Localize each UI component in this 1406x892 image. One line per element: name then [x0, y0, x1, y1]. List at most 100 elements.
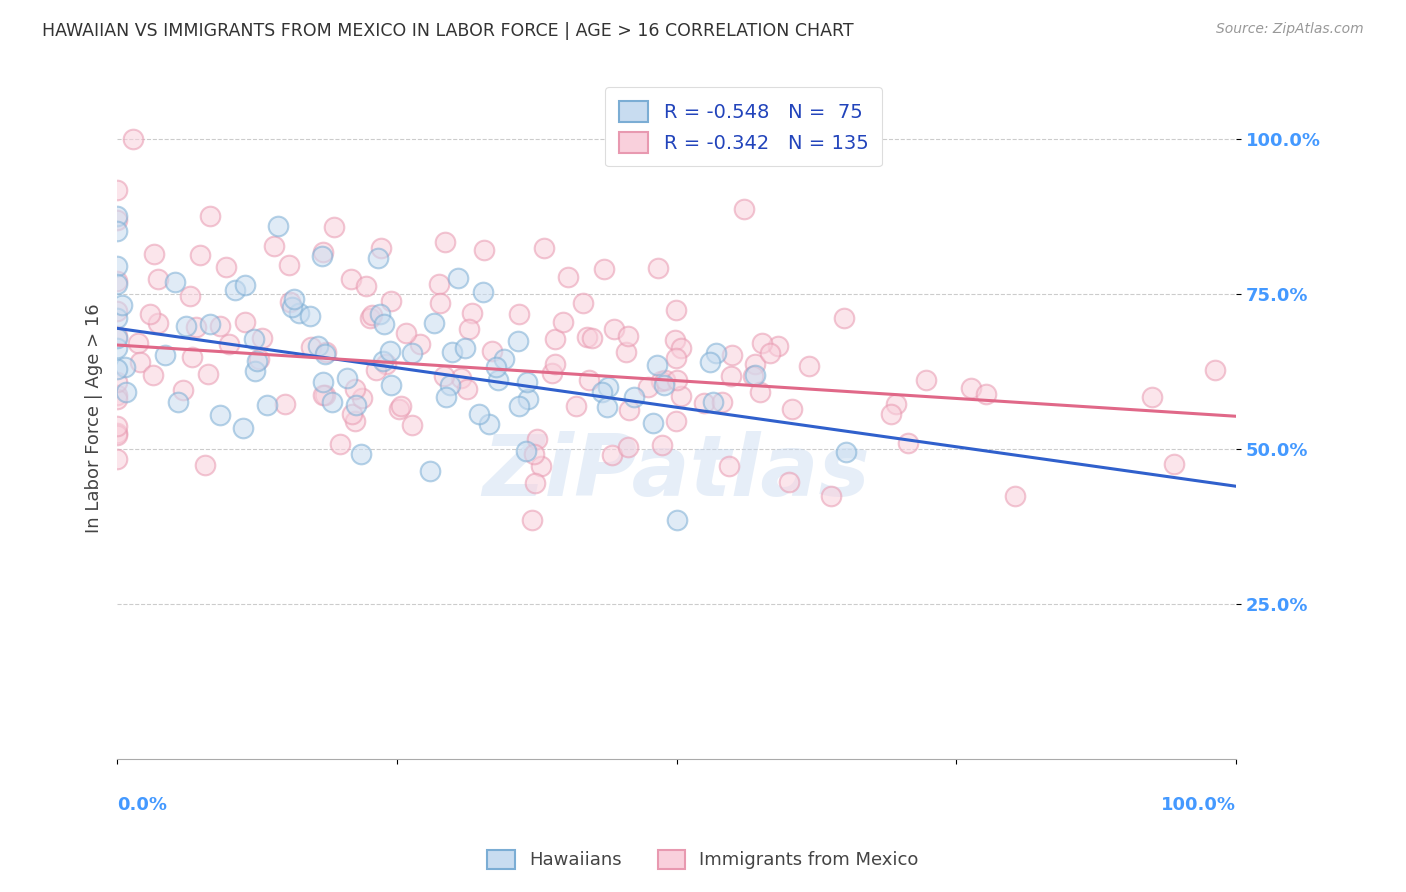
- Point: [524, 476, 547, 491]
- Point: [190, 248, 212, 262]
- Point: [575, 330, 598, 344]
- Point: [915, 372, 938, 386]
- Point: [342, 407, 364, 421]
- Point: [153, 348, 176, 362]
- Point: [666, 373, 689, 387]
- Point: [401, 346, 423, 360]
- Point: [526, 432, 548, 446]
- Point: [243, 332, 266, 346]
- Point: [250, 331, 273, 345]
- Point: [299, 340, 322, 354]
- Point: [759, 346, 782, 360]
- Point: [312, 244, 335, 259]
- Point: [1004, 490, 1026, 504]
- Point: [665, 303, 688, 318]
- Point: [602, 321, 624, 335]
- Point: [388, 401, 411, 416]
- Point: [596, 401, 619, 415]
- Point: [409, 336, 432, 351]
- Point: [105, 209, 128, 223]
- Point: [105, 341, 128, 355]
- Point: [637, 380, 659, 394]
- Point: [314, 388, 336, 402]
- Point: [395, 326, 418, 340]
- Point: [423, 316, 446, 330]
- Point: [105, 274, 128, 288]
- Legend: Hawaiians, Immigrants from Mexico: Hawaiians, Immigrants from Mexico: [478, 840, 928, 879]
- Y-axis label: In Labor Force | Age > 16: In Labor Force | Age > 16: [86, 303, 103, 533]
- Point: [591, 384, 613, 399]
- Point: [218, 337, 240, 351]
- Point: [820, 489, 842, 503]
- Point: [274, 397, 297, 411]
- Point: [799, 359, 821, 373]
- Point: [343, 382, 366, 396]
- Point: [277, 258, 299, 272]
- Point: [307, 339, 329, 353]
- Point: [517, 392, 540, 406]
- Point: [224, 283, 246, 297]
- Point: [350, 447, 373, 461]
- Point: [669, 389, 692, 403]
- Point: [744, 357, 766, 371]
- Point: [645, 358, 668, 372]
- Text: 100.0%: 100.0%: [1161, 797, 1236, 814]
- Point: [623, 391, 645, 405]
- Point: [832, 311, 855, 326]
- Point: [139, 307, 162, 321]
- Point: [461, 306, 484, 320]
- Point: [468, 407, 491, 421]
- Point: [669, 341, 692, 355]
- Point: [721, 349, 744, 363]
- Point: [748, 384, 770, 399]
- Point: [366, 363, 388, 377]
- Point: [105, 213, 128, 227]
- Point: [581, 331, 603, 345]
- Point: [105, 428, 128, 442]
- Point: [174, 318, 197, 333]
- Point: [485, 359, 508, 374]
- Point: [389, 399, 412, 413]
- Point: [711, 395, 734, 409]
- Point: [198, 209, 221, 223]
- Point: [105, 418, 128, 433]
- Point: [105, 392, 128, 406]
- Point: [373, 354, 395, 368]
- Point: [664, 333, 686, 347]
- Point: [105, 425, 128, 440]
- Point: [247, 351, 270, 366]
- Point: [578, 373, 600, 387]
- Point: [208, 318, 231, 333]
- Point: [368, 307, 391, 321]
- Point: [619, 403, 641, 417]
- Legend: R = -0.548   N =  75, R = -0.342   N = 135: R = -0.548 N = 75, R = -0.342 N = 135: [606, 87, 882, 167]
- Point: [233, 278, 256, 293]
- Point: [401, 418, 423, 433]
- Point: [835, 445, 858, 459]
- Point: [281, 300, 304, 314]
- Point: [565, 399, 588, 413]
- Point: [651, 437, 673, 451]
- Point: [766, 338, 789, 352]
- Point: [665, 351, 688, 365]
- Point: [472, 244, 495, 258]
- Point: [544, 357, 567, 371]
- Point: [702, 395, 724, 409]
- Point: [105, 224, 128, 238]
- Point: [600, 449, 623, 463]
- Point: [321, 394, 343, 409]
- Point: [974, 387, 997, 401]
- Point: [181, 350, 204, 364]
- Point: [650, 375, 672, 389]
- Point: [616, 440, 638, 454]
- Point: [486, 373, 509, 387]
- Point: [197, 367, 219, 381]
- Point: [329, 437, 352, 451]
- Point: [506, 334, 529, 348]
- Point: [778, 475, 800, 490]
- Point: [105, 452, 128, 467]
- Text: HAWAIIAN VS IMMIGRANTS FROM MEXICO IN LABOR FORCE | AGE > 16 CORRELATION CHART: HAWAIIAN VS IMMIGRANTS FROM MEXICO IN LA…: [42, 22, 853, 40]
- Point: [557, 270, 579, 285]
- Point: [105, 375, 128, 389]
- Point: [208, 408, 231, 422]
